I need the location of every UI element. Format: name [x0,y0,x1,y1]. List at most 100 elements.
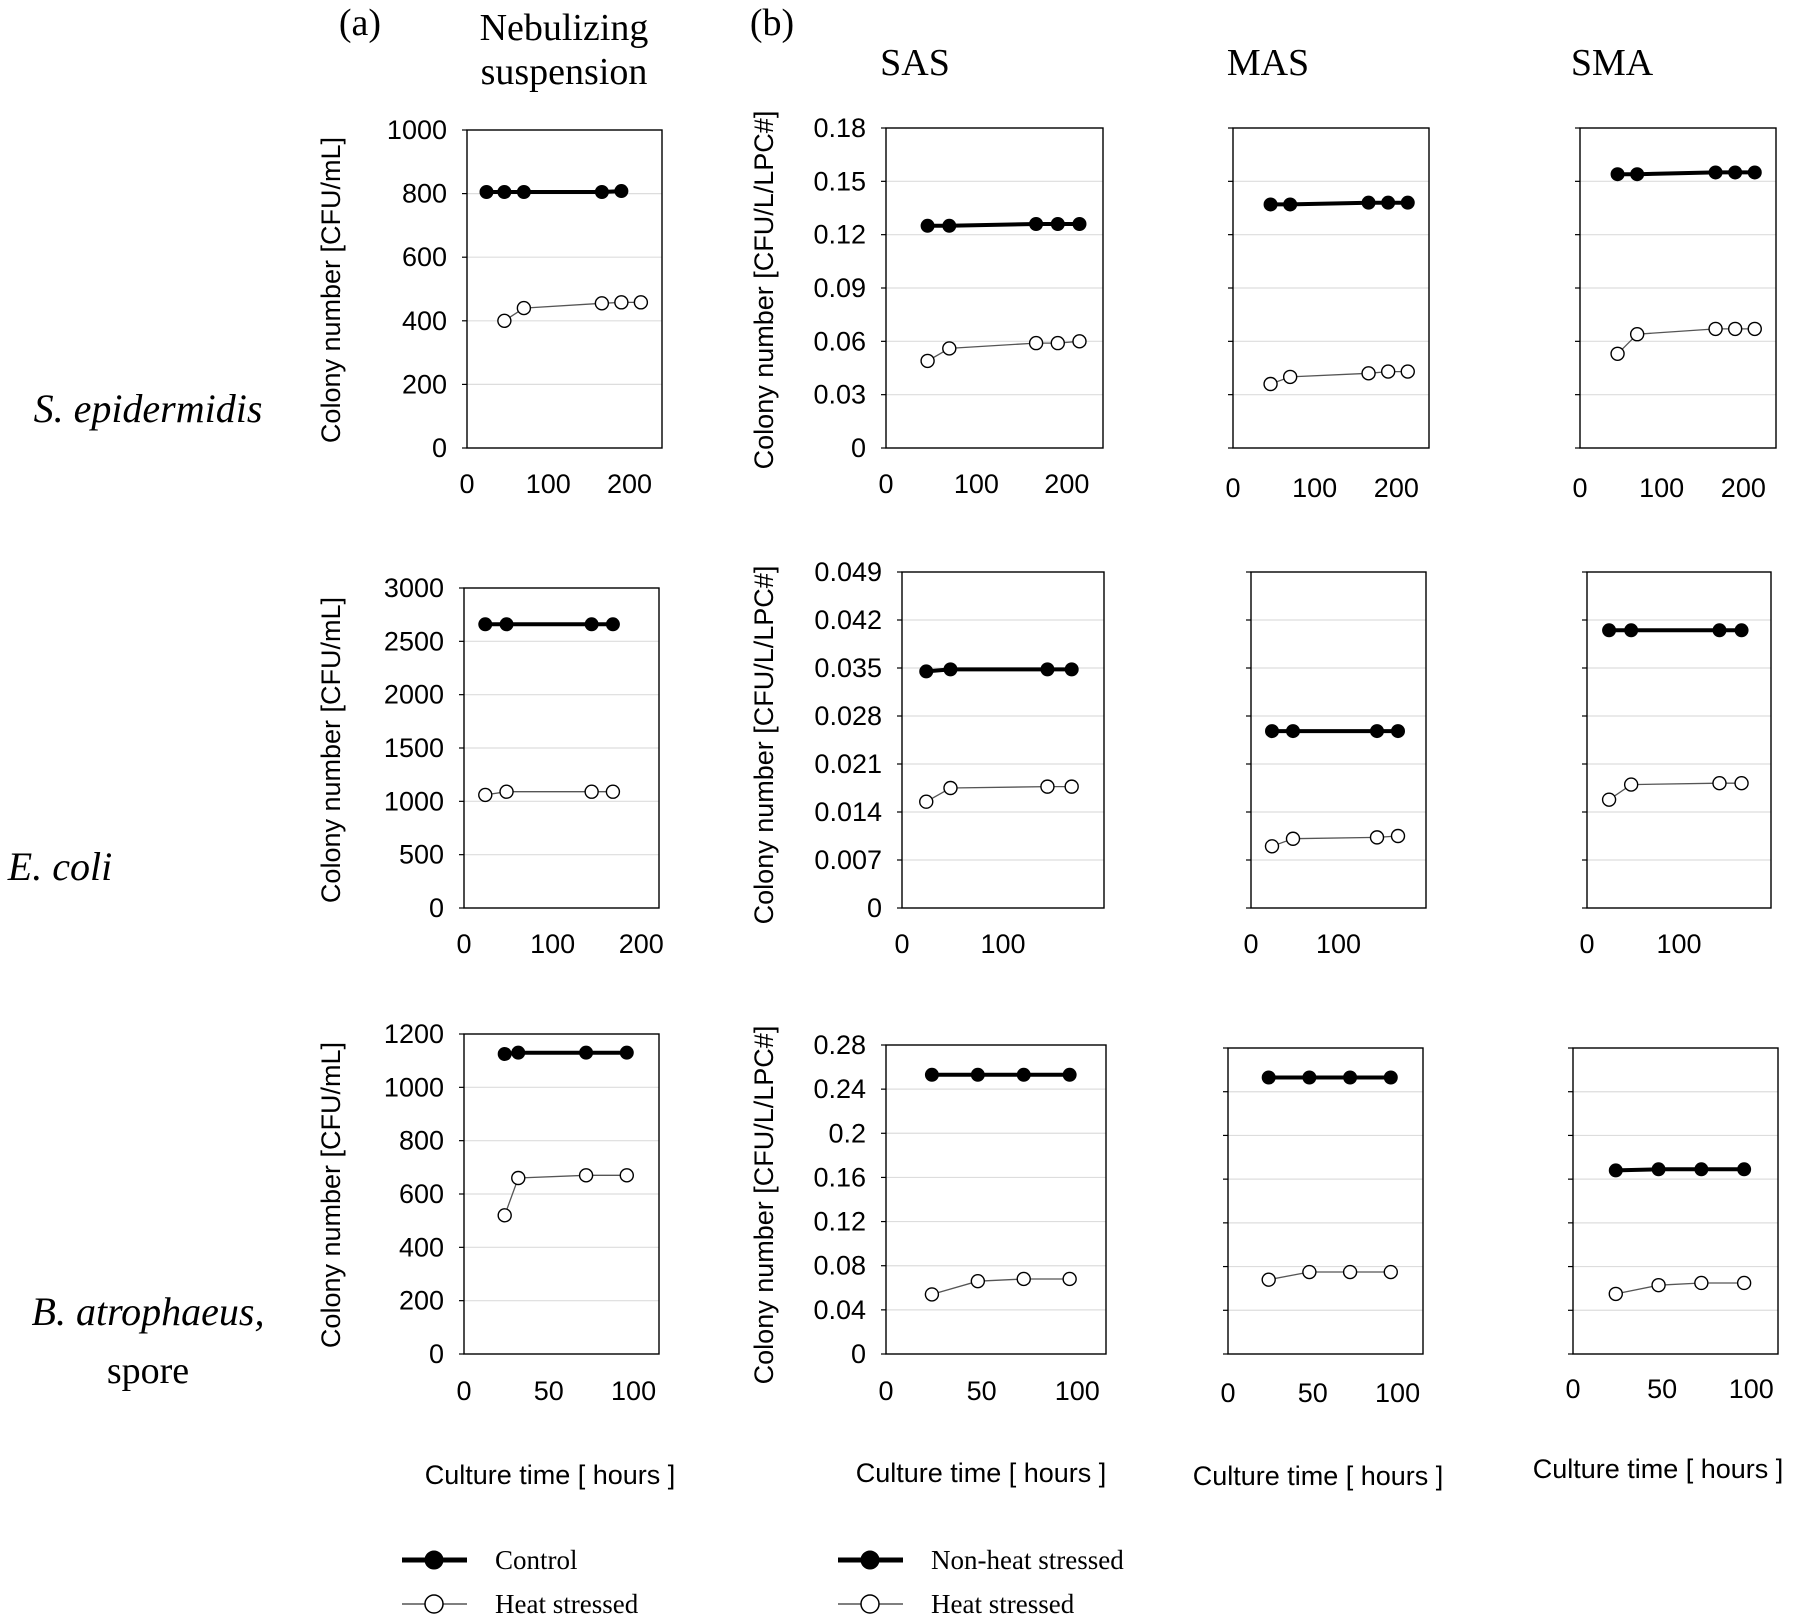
open-data-point [1264,839,1280,854]
x-tick-label: 0 [878,1376,893,1406]
legend-marker-open [860,1594,880,1614]
open-data-point [943,780,958,796]
heat-stressed-series-line [485,791,613,796]
open-data-point [1601,792,1617,807]
x-tick-label: 0 [459,469,474,499]
y-tick-label: 600 [399,1179,444,1209]
x-axis-label: Culture time [ hours ] [1193,1461,1444,1491]
open-data-point [1342,1264,1358,1280]
filled-data-point [1261,1070,1276,1085]
filled-data-point [1608,1163,1623,1178]
filled-data-point [1651,1162,1666,1177]
x-tick-label: 0 [1243,929,1258,959]
open-data-point [942,341,957,356]
filled-data-point [1286,724,1300,739]
open-data-point [970,1273,986,1289]
open-data-point [497,313,512,328]
filled-data-point [1712,623,1727,638]
plot-frame [1579,127,1777,449]
y-tick-label: 0.042 [814,605,882,635]
x-tick-label: 200 [1374,473,1419,503]
y-tick-label: 3000 [384,573,444,603]
column-header: Nebulizing [480,7,649,49]
x-tick-label: 0 [456,1376,471,1406]
filled-data-point [1062,1067,1077,1082]
x-tick-label: 0 [1579,929,1594,959]
y-tick-label: 0 [867,893,882,923]
plot-frame [901,571,1105,909]
plot-frame [463,587,660,909]
plot-frame [885,127,1104,449]
filled-data-point [1624,623,1639,638]
open-data-point [1383,1264,1398,1280]
filled-data-point [479,185,494,200]
filled-data-point [1734,623,1749,638]
y-tick-label: 0.007 [814,845,882,875]
filled-data-point [1265,724,1279,739]
open-data-point [1263,376,1278,392]
y-tick-label: 0.2 [828,1118,866,1148]
open-data-point [1062,1271,1077,1287]
open-data-point [1064,779,1079,794]
y-tick-label: 1500 [384,733,444,763]
filled-data-point [942,218,957,233]
x-tick-label: 50 [1298,1378,1328,1408]
heat-stressed-series-line [1608,782,1742,801]
open-data-point [1050,335,1065,351]
y-axis-label: Colony number [CFU/L/LPC#] [749,111,779,470]
x-tick-label: 50 [1647,1374,1677,1404]
open-data-point [1361,366,1376,381]
y-tick-label: 2000 [384,680,444,710]
y-tick-label: 0.16 [813,1162,866,1192]
filled-data-point [1602,623,1617,638]
subplot-r0-c2 [1228,127,1430,449]
heat-stressed-series-line [504,1174,627,1216]
filled-data-point [919,664,934,679]
filled-data-point [1343,1070,1358,1085]
heat-stressed-series-line [931,1278,1070,1296]
filled-data-point [1737,1162,1752,1177]
charts-layer [402,127,1779,1614]
open-data-point [1302,1264,1317,1280]
filled-data-point [497,185,512,200]
filled-data-point [499,617,514,632]
open-data-point [633,295,649,310]
subplot-r2-c2 [1223,1047,1424,1355]
x-axis-label: Culture time [ hours ] [1533,1454,1784,1484]
filled-data-point [1040,662,1055,677]
open-data-point [1629,327,1645,342]
control-series-line [1615,1167,1745,1173]
legend-b [838,1550,903,1614]
y-tick-label: 800 [402,179,447,209]
column-header: suspension [481,51,648,93]
filled-data-point [1072,217,1087,231]
open-data-point [1608,1286,1623,1302]
open-data-point [584,784,599,799]
x-tick-label: 0 [894,929,909,959]
y-tick-label: 0.028 [814,701,882,731]
y-tick-label: 1000 [384,1072,444,1102]
x-tick-label: 100 [1639,473,1684,503]
y-axis-label: Colony number [CFU/L/LPC#] [749,566,779,925]
y-tick-label: 0.035 [814,653,882,683]
heat-stressed-series-line [1268,1271,1391,1281]
filled-data-point [619,1045,634,1060]
open-data-point [605,784,621,799]
open-data-point [511,1170,526,1186]
filled-data-point [594,185,609,200]
y-tick-label: 0.28 [813,1030,866,1060]
open-data-point [497,1208,512,1223]
y-tick-label: 0.24 [813,1074,866,1104]
open-data-point [1028,335,1044,351]
heat-stressed-series-line [925,785,1072,803]
open-data-point [1040,779,1055,794]
open-data-point [1400,364,1415,379]
open-data-point [1369,830,1385,845]
x-tick-label: 100 [980,929,1025,959]
x-tick-label: 100 [1375,1378,1420,1408]
open-data-point [1708,321,1723,337]
y-tick-label: 0.021 [814,749,882,779]
